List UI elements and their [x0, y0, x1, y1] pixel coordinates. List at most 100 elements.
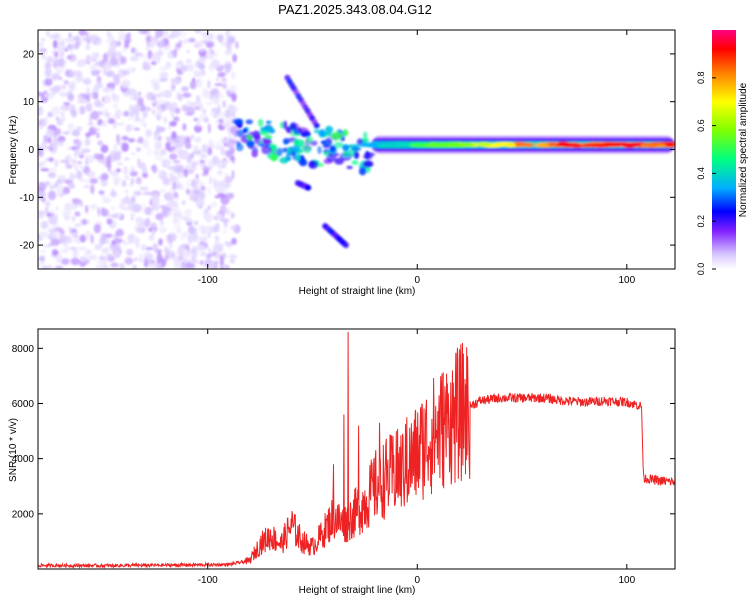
- spectrogram-noise-cell: [221, 139, 230, 143]
- spectrogram-noise-cell: [82, 77, 92, 86]
- spectrogram-noise-cell: [198, 40, 204, 47]
- spectrogram-noise-cell: [69, 229, 77, 233]
- spectrogram-noise-cell: [112, 103, 119, 109]
- spectrogram-noise-cell: [224, 48, 233, 56]
- spectrogram-noise-cell: [113, 151, 121, 161]
- spectrogram-noise-cell: [203, 109, 206, 114]
- spectrogram-noise-cell: [119, 202, 125, 210]
- spectrogram-noise-cell: [96, 259, 105, 266]
- spectrogram-noise-cell: [219, 204, 227, 215]
- spectrogram-noise-cell: [54, 265, 64, 269]
- spectrogram-xlabel: Height of straight line (km): [299, 286, 416, 297]
- spectrogram-noise-cell: [137, 136, 144, 144]
- spectrogram-noise-cell: [218, 118, 224, 124]
- spectrogram-noise-cell: [47, 136, 52, 144]
- spectrogram-noise-cell: [42, 244, 51, 248]
- spectrogram-noise-cell: [132, 203, 142, 213]
- spectrogram-noise-cell: [92, 128, 101, 132]
- spectrogram-noise-cell: [204, 258, 214, 268]
- spectrogram-noise-cell: [172, 181, 177, 191]
- spectrogram-upper-branch-cell: [313, 122, 320, 129]
- spectrogram-noise-cell: [170, 30, 181, 38]
- spectrogram-noise-cell: [214, 241, 219, 249]
- spectrogram-noise-cell: [194, 30, 202, 34]
- spectrogram-noise-cell: [90, 34, 98, 39]
- spectrogram-noise-cell: [123, 242, 131, 246]
- spectrogram-noise-cell: [53, 213, 59, 222]
- spectrogram-noise-cell: [147, 147, 152, 158]
- spectrogram-noise-cell: [199, 260, 204, 265]
- snr-marks: [38, 331, 675, 569]
- spectrogram-noise-cell: [78, 30, 87, 36]
- spectrogram-noise-cell: [106, 253, 114, 262]
- spectrogram-noise-cell: [49, 225, 58, 230]
- snr-ytick-label: 2000: [12, 509, 35, 520]
- spectrogram-noise-cell: [107, 49, 114, 58]
- spectrogram-multipath-cell: [318, 129, 326, 138]
- spectrogram-noise-cell: [99, 241, 103, 247]
- spectrogram-noise-cell: [183, 230, 189, 239]
- spectrogram-noise-cell: [172, 49, 178, 58]
- spectrogram-noise-cell: [193, 79, 201, 83]
- spectrogram-multipath-cell: [246, 134, 254, 141]
- spectrogram-noise-cell: [46, 30, 50, 37]
- spectrogram-noise-cell: [165, 197, 175, 202]
- snr-series-line: [38, 331, 675, 569]
- spectrogram-noise-cell: [114, 51, 122, 59]
- spectrogram-noise-cell: [126, 248, 134, 256]
- spectrogram-noise-cell: [41, 197, 46, 202]
- spectrogram-noise-cell: [184, 208, 192, 217]
- spectrogram-noise-cell: [211, 144, 216, 148]
- spectrogram-noise-cell: [198, 181, 205, 187]
- spectrogram-noise-cell: [135, 216, 144, 225]
- spectrogram-noise-cell: [120, 70, 130, 76]
- spectrogram-noise-cell: [106, 218, 113, 225]
- spectrogram-noise-cell: [104, 233, 113, 238]
- spectrogram-noise-cell: [198, 63, 206, 70]
- spectrogram-noise-cell: [52, 49, 56, 56]
- spectrogram-noise-cell: [201, 70, 206, 75]
- spectrogram-noise-cell: [165, 136, 174, 142]
- spectrogram-noise-cell: [113, 249, 121, 259]
- spectrogram-noise-cell: [177, 246, 184, 256]
- spectrogram-noise-cell: [44, 206, 49, 216]
- spectrogram-noise-cell: [177, 135, 187, 141]
- spectrogram-noise-cell: [175, 78, 180, 85]
- spectrogram-noise-cell: [112, 175, 122, 184]
- spectrogram-noise-cell: [86, 39, 91, 44]
- spectrogram-multipath-cell: [342, 129, 349, 137]
- spectrogram-noise-cell: [55, 116, 59, 120]
- spectrogram-noise-cell: [165, 102, 175, 110]
- spectrogram-noise-cell: [104, 94, 112, 104]
- spectrogram-noise-cell: [203, 36, 207, 44]
- spectrogram-noise-cell: [90, 184, 95, 195]
- spectrogram-noise-cell: [130, 195, 136, 204]
- spectrogram-noise-cell: [121, 135, 129, 141]
- spectrogram-noise-cell: [225, 193, 234, 200]
- spectrogram-noise-cell: [229, 225, 237, 231]
- spectrogram-noise-cell: [169, 121, 178, 127]
- spectrogram-noise-cell: [83, 179, 91, 184]
- spectrogram-noise-cell: [109, 191, 118, 198]
- spectrogram-noise-cell: [159, 219, 164, 226]
- spectrogram-noise-cell: [88, 249, 92, 254]
- spectrogram-noise-cell: [154, 141, 163, 150]
- spectrogram-noise-cell: [45, 201, 51, 207]
- spectrogram-noise-cell: [142, 64, 152, 71]
- spectrogram-noise-cell: [52, 249, 59, 256]
- spectrogram-noise-cell: [136, 147, 141, 152]
- spectrogram-noise-cell: [211, 155, 219, 165]
- spectrogram-noise-cell: [130, 152, 137, 156]
- spectrogram-noise-cell: [161, 158, 171, 166]
- spectrogram-noise-cell: [108, 213, 114, 218]
- spectrogram-noise-cell: [116, 122, 125, 126]
- spectrogram-noise-cell: [224, 175, 233, 184]
- spectrogram-noise-cell: [55, 206, 59, 211]
- spectrogram-noise-cell: [59, 118, 65, 123]
- spectrogram-noise-cell: [130, 178, 135, 185]
- spectrogram-noise-cell: [94, 244, 102, 251]
- spectrogram-noise-cell: [142, 111, 148, 118]
- spectrogram-noise-cell: [127, 88, 137, 96]
- spectrogram-noise-cell: [70, 257, 80, 266]
- spectrogram-multipath-cell: [283, 120, 288, 130]
